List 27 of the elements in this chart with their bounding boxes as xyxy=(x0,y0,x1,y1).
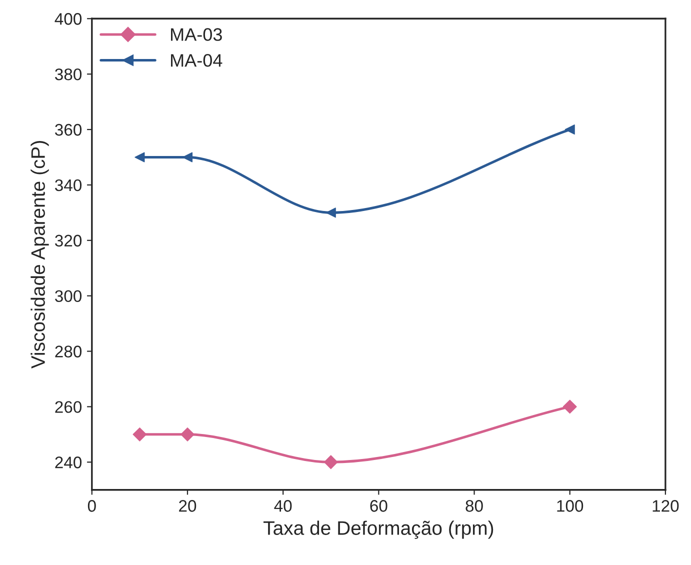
y-tick-label: 300 xyxy=(55,290,82,302)
point xyxy=(326,208,336,218)
x-tick-label: 0 xyxy=(88,500,96,512)
x-tick-label: 20 xyxy=(179,500,196,512)
x-tick-label: 60 xyxy=(370,500,388,512)
y-tick-label: 260 xyxy=(55,401,82,413)
y-tick-label: 380 xyxy=(55,68,82,80)
y-tick-label: 280 xyxy=(55,346,82,358)
point xyxy=(324,455,338,470)
legend-label: MA-03 xyxy=(171,28,222,41)
y-axis-title: Viscosidade Aparente (cP) xyxy=(30,141,49,369)
x-tick-label: 100 xyxy=(557,500,584,512)
x-tick-label: 80 xyxy=(466,500,483,512)
x-tick-label: 120 xyxy=(652,500,679,512)
point xyxy=(562,400,577,414)
point xyxy=(564,124,575,135)
x-tick-label: 40 xyxy=(274,500,292,512)
y-tick-label: 400 xyxy=(54,13,82,25)
y-tick-label: 360 xyxy=(55,124,82,136)
point xyxy=(134,152,145,162)
point xyxy=(132,427,147,442)
y-tick-label: 320 xyxy=(55,234,82,247)
y-tick-label: 240 xyxy=(55,456,82,468)
y-tick-label: 340 xyxy=(55,179,82,192)
point xyxy=(180,427,194,442)
legend-label: MA-04 xyxy=(171,54,222,67)
x-axis-title: Taxa de Deformação (rpm) xyxy=(263,520,494,539)
